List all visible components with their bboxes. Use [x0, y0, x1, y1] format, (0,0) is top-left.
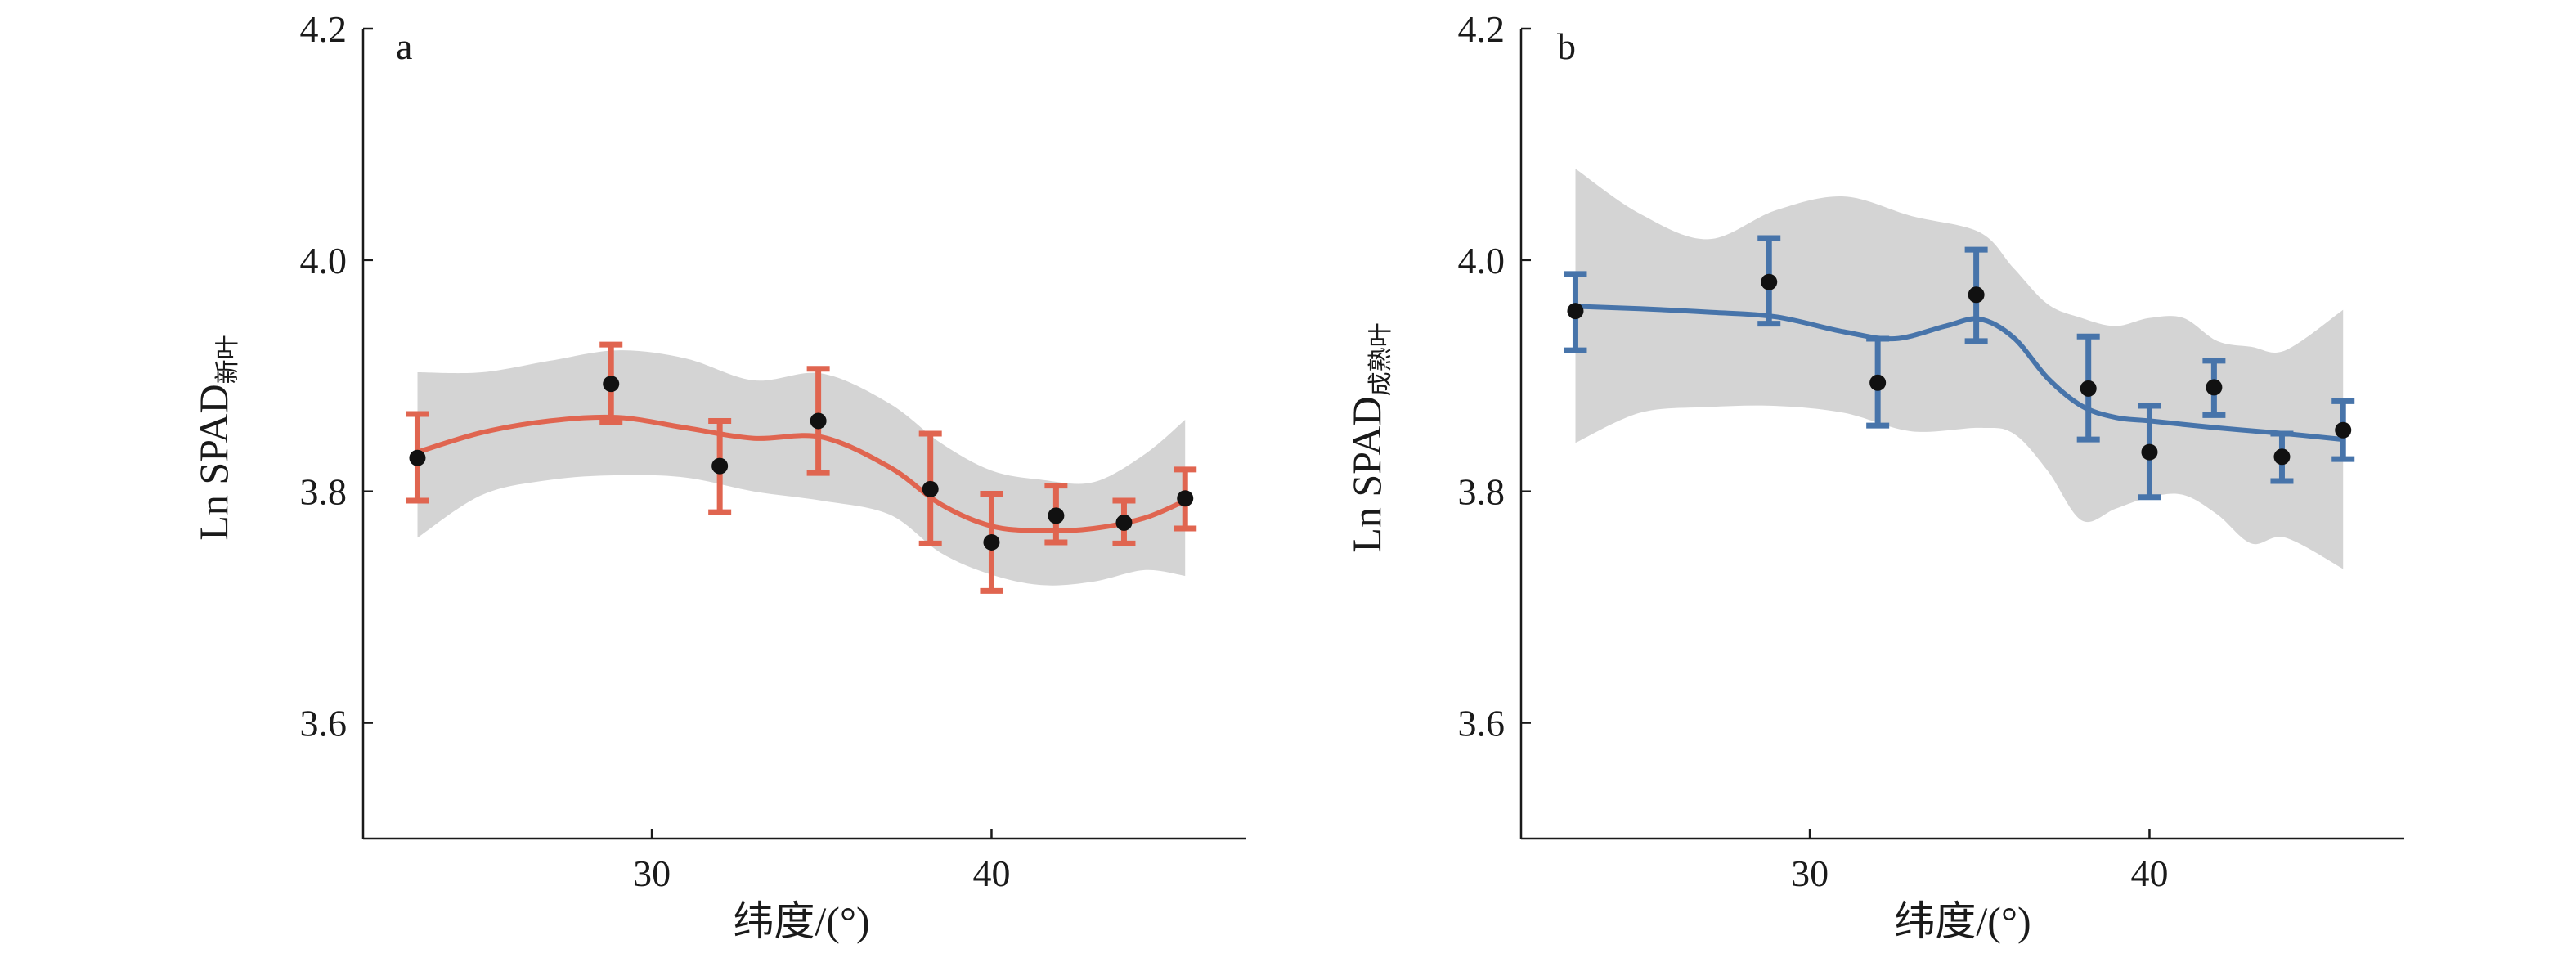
y-tick-label-a-1: 3.8: [300, 471, 348, 513]
data-point-a-5: [983, 533, 1000, 551]
confidence-band-b: [1575, 169, 2344, 569]
panel-label-b: b: [1557, 25, 1576, 67]
data-point-a-4: [922, 480, 939, 497]
data-points-a: [409, 376, 1194, 551]
panel-label-a: a: [396, 25, 412, 67]
y-tick-label-a-2: 4.0: [300, 240, 348, 281]
data-point-a-0: [409, 449, 426, 466]
x-tick-label-a-1: 40: [972, 852, 1010, 894]
y-tick-label-b-3: 4.2: [1458, 8, 1506, 50]
data-point-a-6: [1048, 507, 1065, 524]
data-point-a-7: [1115, 514, 1133, 531]
fit-line-b: [1573, 304, 2346, 443]
x-tick-label-b-1: 40: [2130, 852, 2168, 894]
data-point-b-2: [1869, 374, 1887, 391]
confidence-band-a: [417, 350, 1186, 586]
data-point-a-3: [810, 412, 827, 430]
confidence-band-area-b: [1575, 169, 2344, 569]
confidence-band-area-a: [417, 350, 1186, 586]
data-point-b-3: [1968, 286, 1985, 304]
panel-b: 3.6 3.8 4.0 4.2 30 40 b 纬度/(°) Ln SPAD成熟叶: [1344, 8, 2404, 944]
data-point-a-1: [603, 376, 620, 393]
y-tick-label-b-1: 3.8: [1458, 471, 1506, 513]
data-point-a-8: [1177, 490, 1194, 507]
panel-a: 3.6 3.8 4.0 4.2 30 40 a 纬度/(°) Ln SPAD新叶: [191, 8, 1246, 944]
data-point-b-5: [2141, 443, 2158, 461]
y-axis-label-b: Ln SPAD成熟叶: [1344, 322, 1394, 552]
y-axis-label-main-b: Ln SPAD: [1344, 396, 1389, 552]
data-point-b-1: [1761, 273, 1778, 290]
data-point-b-8: [2335, 421, 2352, 439]
data-point-b-4: [2080, 380, 2097, 397]
data-point-b-7: [2273, 448, 2291, 466]
data-point-b-6: [2206, 379, 2223, 396]
fit-curve-a: [415, 414, 1188, 533]
x-tick-label-a-0: 30: [633, 852, 671, 894]
y-tick-label-b-0: 3.6: [1458, 703, 1506, 744]
y-tick-label-a-0: 3.6: [300, 703, 348, 744]
x-axis-label-a: 纬度/(°): [733, 898, 869, 944]
x-tick-label-b-0: 30: [1791, 852, 1829, 894]
axes-a: 3.6 3.8 4.0 4.2 30 40: [300, 8, 1246, 894]
y-axis-label-sub-a: 新叶: [214, 335, 241, 384]
y-axis-label-a: Ln SPAD新叶: [191, 335, 241, 540]
axes-b: 3.6 3.8 4.0 4.2 30 40: [1458, 8, 2404, 894]
y-axis-label-sub-b: 成熟叶: [1367, 322, 1394, 396]
data-point-a-2: [711, 457, 729, 475]
fit-curve-b: [1573, 304, 2346, 443]
x-axis-label-b: 纬度/(°): [1894, 898, 2031, 944]
y-tick-label-a-3: 4.2: [300, 8, 348, 50]
y-axis-label-main-a: Ln SPAD: [191, 384, 236, 540]
fit-line-a: [415, 414, 1188, 533]
y-tick-label-b-2: 4.0: [1458, 240, 1506, 281]
data-points-b: [1567, 273, 2352, 466]
data-point-b-0: [1567, 303, 1584, 320]
